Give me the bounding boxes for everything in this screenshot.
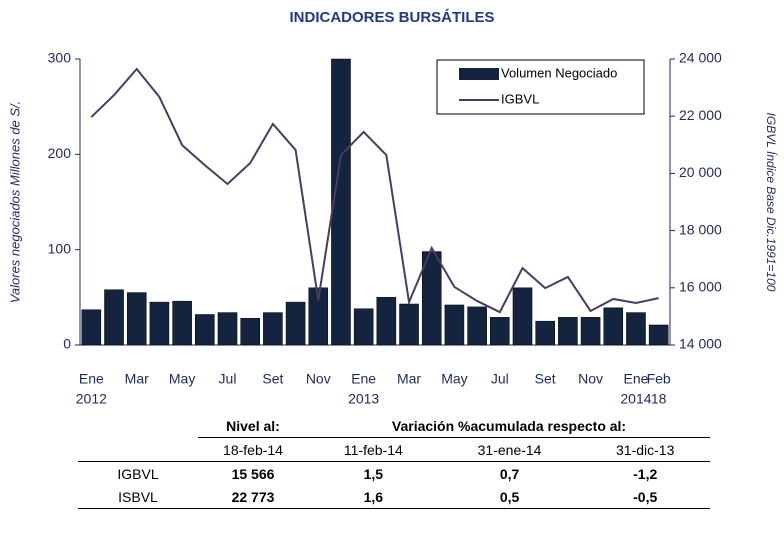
bar xyxy=(580,317,601,346)
x-tick-label: Ene xyxy=(624,371,649,387)
x-tick-sublabel: 2012 xyxy=(76,391,107,407)
bar xyxy=(172,300,192,346)
x-tick-label: Mar xyxy=(397,371,421,387)
bar xyxy=(240,318,260,346)
y2-tick-label: 16 000 xyxy=(679,279,722,295)
bar xyxy=(376,297,397,346)
bar xyxy=(603,307,624,346)
bar xyxy=(308,287,329,346)
x-tick-label: Mar xyxy=(125,371,149,387)
legend-label: Volumen Negociado xyxy=(501,65,617,80)
x-tick-sublabel: 2014 xyxy=(620,391,651,407)
bar xyxy=(263,312,283,346)
table-cell: 15 566 xyxy=(231,465,275,482)
table-cell: IGBVL xyxy=(117,465,159,482)
x-tick-label: Jul xyxy=(491,371,509,387)
table-cell: -1,2 xyxy=(633,465,658,482)
bar xyxy=(512,287,533,346)
bar xyxy=(353,308,374,346)
y-axis-label: Valores negociados Millones de S/. xyxy=(7,101,22,304)
x-tick-label: Nov xyxy=(578,371,603,387)
x-tick-label: Set xyxy=(535,371,556,387)
table-cell: 1,5 xyxy=(363,465,384,482)
bar xyxy=(535,320,555,346)
table: Nivel al: Variación %acumulada respecto … xyxy=(78,414,710,509)
x-tick-label: Nov xyxy=(306,371,331,387)
table-date: 31-dic-13 xyxy=(616,441,675,458)
y-tick-label: 200 xyxy=(48,145,72,161)
bar xyxy=(81,309,102,346)
y2-tick-label: 14 000 xyxy=(679,336,722,352)
table-header: Nivel al: xyxy=(198,414,308,438)
bar xyxy=(399,303,419,346)
table-cell: 0,7 xyxy=(499,465,520,482)
legend-label: IGBVL xyxy=(501,91,539,106)
x-tick-label: Jul xyxy=(219,371,237,387)
x-tick-label: May xyxy=(441,371,467,387)
x-tick-label: May xyxy=(169,371,195,387)
bar xyxy=(558,317,578,346)
table-date: 11-feb-14 xyxy=(343,441,403,458)
bar xyxy=(648,324,669,346)
bar xyxy=(149,301,170,346)
x-tick-label: Ene xyxy=(79,371,104,387)
bar xyxy=(104,289,124,346)
y-tick-label: 0 xyxy=(63,336,71,352)
y-tick-label: 100 xyxy=(48,240,72,256)
y2-axis-label: IGBVL Índice Base Dic.1991=100 xyxy=(764,113,779,292)
x-tick-label: Feb xyxy=(647,371,671,387)
table-cell: -0,5 xyxy=(633,488,658,505)
bar xyxy=(195,314,215,346)
x-tick-sublabel: 18 xyxy=(651,391,667,407)
y2-tick-label: 18 000 xyxy=(679,221,722,237)
table-cell: 22 773 xyxy=(231,488,275,505)
bar xyxy=(490,317,510,346)
bar xyxy=(285,301,306,346)
legend-swatch xyxy=(459,68,499,80)
bar xyxy=(626,312,646,346)
chart-title: INDICADORES BURSÁTILES xyxy=(289,9,494,26)
bar xyxy=(126,292,147,346)
y2-tick-label: 22 000 xyxy=(679,107,722,123)
x-tick-sublabel: 2013 xyxy=(348,391,379,407)
y2-tick-label: 24 000 xyxy=(679,50,722,66)
x-tick-label: Set xyxy=(262,371,283,387)
bar xyxy=(467,306,487,346)
line xyxy=(90,67,659,314)
table-date: 31-ene-14 xyxy=(477,441,542,458)
bar xyxy=(331,58,351,346)
table-cell: 0,5 xyxy=(499,488,520,505)
table-date: 18-feb-14 xyxy=(223,441,283,458)
bar xyxy=(421,251,442,346)
table-header: Variación %acumulada respecto al: xyxy=(308,414,710,438)
bar xyxy=(444,304,465,346)
bar xyxy=(217,312,238,346)
table-cell: ISBVL xyxy=(118,488,158,505)
chart: INDICADORES BURSÁTILES Valores negociado… xyxy=(7,9,779,407)
y-tick-label: 300 xyxy=(48,50,72,66)
y2-tick-label: 20 000 xyxy=(679,164,722,180)
table-cell: 1,6 xyxy=(363,488,384,505)
x-tick-label: Ene xyxy=(351,371,376,387)
